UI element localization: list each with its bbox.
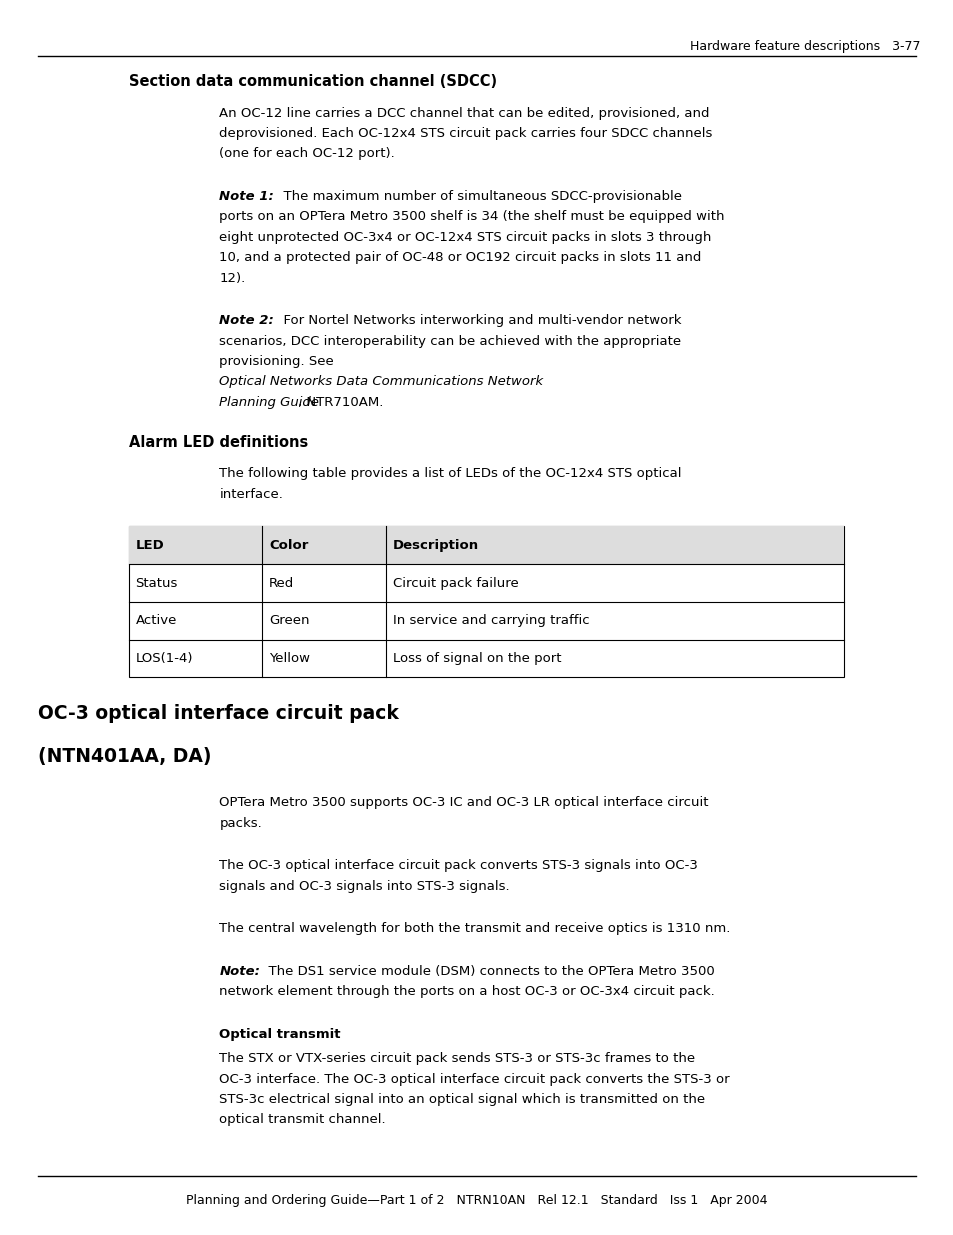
Text: Loss of signal on the port: Loss of signal on the port	[393, 652, 561, 664]
Text: network element through the ports on a host OC-3 or OC-3x4 circuit pack.: network element through the ports on a h…	[219, 986, 715, 998]
Text: OC-3 optical interface circuit pack: OC-3 optical interface circuit pack	[38, 704, 398, 724]
Text: Note 2:: Note 2:	[219, 314, 274, 327]
Text: Alarm LED definitions: Alarm LED definitions	[129, 435, 308, 450]
Text: eight unprotected OC-3x4 or OC-12x4 STS circuit packs in slots 3 through: eight unprotected OC-3x4 or OC-12x4 STS …	[219, 231, 711, 243]
Text: Optical transmit: Optical transmit	[219, 1028, 340, 1041]
Text: interface.: interface.	[219, 488, 283, 500]
Text: Yellow: Yellow	[269, 652, 310, 664]
Text: deprovisioned. Each OC-12x4 STS circuit pack carries four SDCC channels: deprovisioned. Each OC-12x4 STS circuit …	[219, 127, 712, 140]
Text: provisioning. See: provisioning. See	[219, 354, 338, 368]
Text: The STX or VTX-series circuit pack sends STS-3 or STS-3c frames to the: The STX or VTX-series circuit pack sends…	[219, 1052, 695, 1065]
Text: Red: Red	[269, 577, 294, 589]
Text: LOS(1-4): LOS(1-4)	[135, 652, 193, 664]
Text: Note 1:: Note 1:	[219, 190, 274, 203]
Text: optical transmit channel.: optical transmit channel.	[219, 1113, 386, 1126]
Text: The OC-3 optical interface circuit pack converts STS-3 signals into OC-3: The OC-3 optical interface circuit pack …	[219, 860, 698, 872]
Text: The following table provides a list of LEDs of the OC-12x4 STS optical: The following table provides a list of L…	[219, 467, 681, 480]
Text: OC-3 interface. The OC-3 optical interface circuit pack converts the STS-3 or: OC-3 interface. The OC-3 optical interfa…	[219, 1072, 729, 1086]
Text: The maximum number of simultaneous SDCC-provisionable: The maximum number of simultaneous SDCC-…	[274, 190, 681, 203]
Text: Green: Green	[269, 614, 309, 627]
Text: (NTN401AA, DA): (NTN401AA, DA)	[38, 747, 212, 766]
Text: STS-3c electrical signal into an optical signal which is transmitted on the: STS-3c electrical signal into an optical…	[219, 1093, 705, 1105]
Text: In service and carrying traffic: In service and carrying traffic	[393, 614, 589, 627]
Text: OPTera Metro 3500 supports OC-3 IC and OC-3 LR optical interface circuit: OPTera Metro 3500 supports OC-3 IC and O…	[219, 797, 708, 809]
Text: Active: Active	[135, 614, 176, 627]
Text: For Nortel Networks interworking and multi-vendor network: For Nortel Networks interworking and mul…	[274, 314, 680, 327]
Text: scenarios, DCC interoperability can be achieved with the appropriate: scenarios, DCC interoperability can be a…	[219, 335, 680, 347]
Text: Planning Guide: Planning Guide	[219, 395, 319, 409]
Text: Hardware feature descriptions   3-77: Hardware feature descriptions 3-77	[689, 40, 920, 53]
Text: Description: Description	[393, 538, 478, 552]
Text: Circuit pack failure: Circuit pack failure	[393, 577, 518, 589]
Text: (one for each OC-12 port).: (one for each OC-12 port).	[219, 147, 395, 161]
Text: Color: Color	[269, 538, 308, 552]
Text: Section data communication channel (SDCC): Section data communication channel (SDCC…	[129, 74, 497, 89]
Text: The DS1 service module (DSM) connects to the OPTera Metro 3500: The DS1 service module (DSM) connects to…	[260, 965, 715, 978]
Text: Optical Networks Data Communications Network: Optical Networks Data Communications Net…	[219, 375, 543, 388]
Text: packs.: packs.	[219, 816, 262, 830]
Text: ports on an OPTera Metro 3500 shelf is 34 (the shelf must be equipped with: ports on an OPTera Metro 3500 shelf is 3…	[219, 210, 724, 224]
Text: Note:: Note:	[219, 965, 260, 978]
Text: 10, and a protected pair of OC-48 or OC192 circuit packs in slots 11 and: 10, and a protected pair of OC-48 or OC1…	[219, 251, 701, 264]
Text: signals and OC-3 signals into STS-3 signals.: signals and OC-3 signals into STS-3 sign…	[219, 879, 510, 893]
Text: An OC-12 line carries a DCC channel that can be edited, provisioned, and: An OC-12 line carries a DCC channel that…	[219, 106, 709, 120]
Text: , NTR710AM.: , NTR710AM.	[297, 395, 382, 409]
Text: 12).: 12).	[219, 272, 246, 284]
Bar	[129, 526, 843, 564]
Text: LED: LED	[135, 538, 164, 552]
Bar	[129, 526, 843, 677]
Text: Status: Status	[135, 577, 177, 589]
Text: The central wavelength for both the transmit and receive optics is 1310 nm.: The central wavelength for both the tran…	[219, 923, 730, 935]
Text: Planning and Ordering Guide—Part 1 of 2   NTRN10AN   Rel 12.1   Standard   Iss 1: Planning and Ordering Guide—Part 1 of 2 …	[186, 1194, 767, 1208]
